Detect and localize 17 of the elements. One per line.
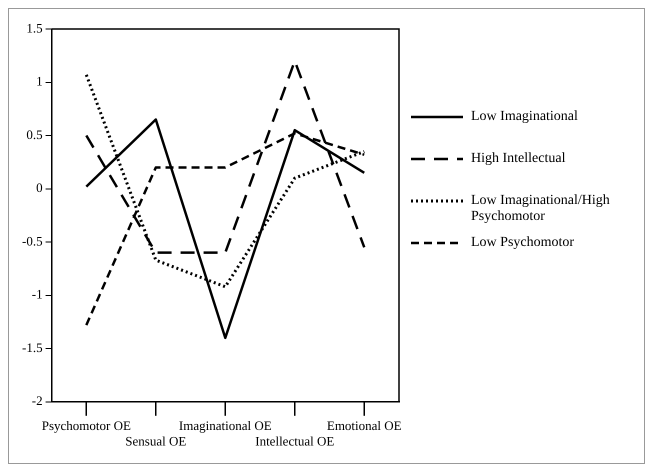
x-tick-label: Emotional OE	[326, 418, 402, 434]
x-tick-label: Sensual OE	[125, 434, 186, 449]
legend-label: Low Imaginational/High Psychomotor	[471, 193, 611, 225]
x-tick-label: Imaginational OE	[178, 418, 272, 434]
x-tick-label: Intellectual OE	[255, 434, 334, 449]
legend-label: Low Psychomotor	[471, 235, 576, 251]
y-tick-label: -0.5	[22, 233, 43, 248]
legend-label: Low Imaginational	[471, 109, 579, 125]
y-tick-label: -2	[32, 393, 43, 408]
y-tick-label: 1	[36, 74, 43, 89]
y-tick-label: -1	[32, 286, 43, 302]
legend-label: High Intellectual	[471, 151, 566, 167]
x-tick-label: Psychomotor OE	[42, 418, 131, 434]
y-tick-label: -1.5	[22, 340, 43, 355]
y-tick-label: 1.5	[26, 20, 43, 36]
y-tick-label: 0	[36, 180, 43, 196]
y-tick-label: 0.5	[26, 126, 43, 142]
